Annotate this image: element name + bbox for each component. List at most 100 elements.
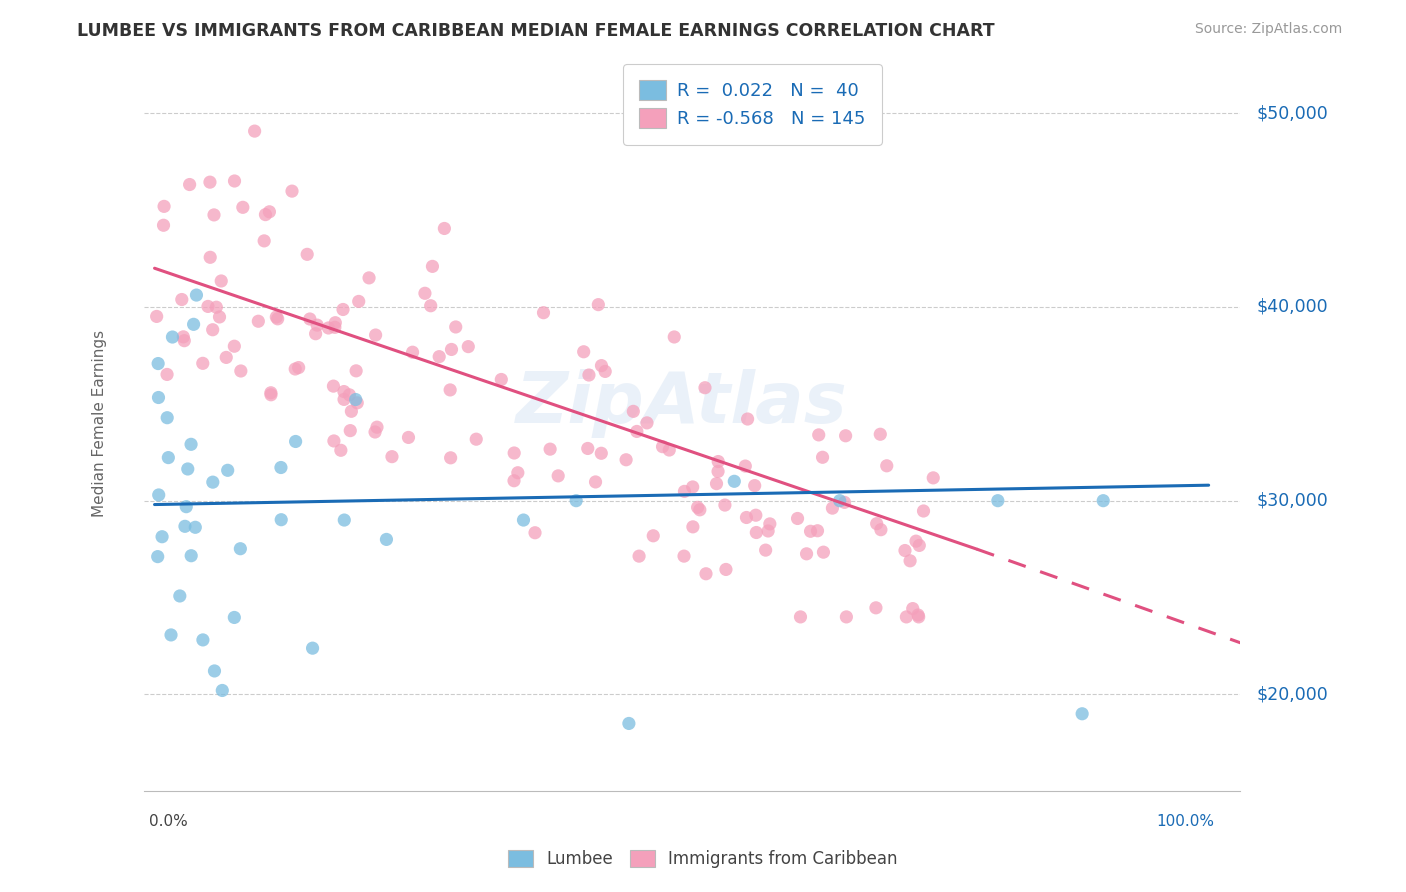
Point [799,524,821,539]
Point [628,549,651,563]
Point [734,459,756,474]
Point [898,554,921,568]
Point [204,664,226,678]
Point [834,495,856,509]
Point [512,513,534,527]
Point [413,286,436,301]
Point [894,543,917,558]
Point [828,493,851,508]
Point [427,350,450,364]
Point [444,320,467,334]
Point [170,293,193,307]
Point [686,500,709,515]
Point [259,204,281,219]
Point [229,541,252,556]
Point [806,524,828,538]
Point [323,320,346,334]
Point [364,328,387,343]
Text: $50,000: $50,000 [1256,104,1327,122]
Point [198,175,221,189]
Point [835,610,858,624]
Point [682,520,704,534]
Point [357,271,380,285]
Point [759,516,782,531]
Point [834,429,856,443]
Point [811,450,834,465]
Point [247,314,270,328]
Point [148,391,170,405]
Point [896,610,918,624]
Point [339,388,361,402]
Point [208,310,231,324]
Point [270,460,292,475]
Point [714,562,737,576]
Point [180,549,202,563]
Point [689,503,711,517]
Point [217,463,239,477]
Point [209,274,232,288]
Point [503,446,526,460]
Point [905,534,928,549]
Point [200,250,222,264]
Point [591,359,613,373]
Point [281,184,304,198]
Point [270,513,292,527]
Text: $30,000: $30,000 [1256,491,1327,509]
Point [755,543,778,558]
Point [547,468,569,483]
Point [186,288,208,302]
Point [987,493,1010,508]
Point [1092,493,1115,508]
Text: ZipAtlas: ZipAtlas [516,369,848,438]
Point [440,343,463,357]
Point [626,425,648,439]
Point [150,530,173,544]
Point [735,510,758,524]
Point [347,294,370,309]
Point [419,299,441,313]
Legend: Lumbee, Immigrants from Caribbean: Lumbee, Immigrants from Caribbean [501,842,905,877]
Point [398,430,420,444]
Point [333,384,356,399]
Point [401,345,423,359]
Point [576,442,599,456]
Point [807,428,830,442]
Point [643,529,665,543]
Point [148,488,170,502]
Point [865,600,887,615]
Point [157,450,180,465]
Point [179,178,201,192]
Point [636,416,658,430]
Point [433,221,456,235]
Point [177,462,200,476]
Point [173,334,195,348]
Point [869,427,891,442]
Point [617,716,640,731]
Point [706,476,728,491]
Point [284,362,307,376]
Point [465,432,488,446]
Point [160,628,183,642]
Point [756,524,779,538]
Point [1071,706,1094,721]
Point [333,392,356,407]
Point [744,478,766,492]
Point [224,610,246,624]
Point [332,302,354,317]
Point [375,533,398,547]
Point [197,300,219,314]
Point [908,538,931,552]
Text: 0.0%: 0.0% [149,814,188,830]
Point [572,344,595,359]
Point [340,404,363,418]
Text: $20,000: $20,000 [1256,685,1327,704]
Point [821,501,844,516]
Point [344,364,367,378]
Point [162,330,184,344]
Point [565,493,588,508]
Legend: R =  0.022   N =  40, R = -0.568   N = 145: R = 0.022 N = 40, R = -0.568 N = 145 [623,64,882,145]
Point [422,260,444,274]
Point [614,452,637,467]
Text: Source: ZipAtlas.com: Source: ZipAtlas.com [1195,22,1343,37]
Point [912,504,935,518]
